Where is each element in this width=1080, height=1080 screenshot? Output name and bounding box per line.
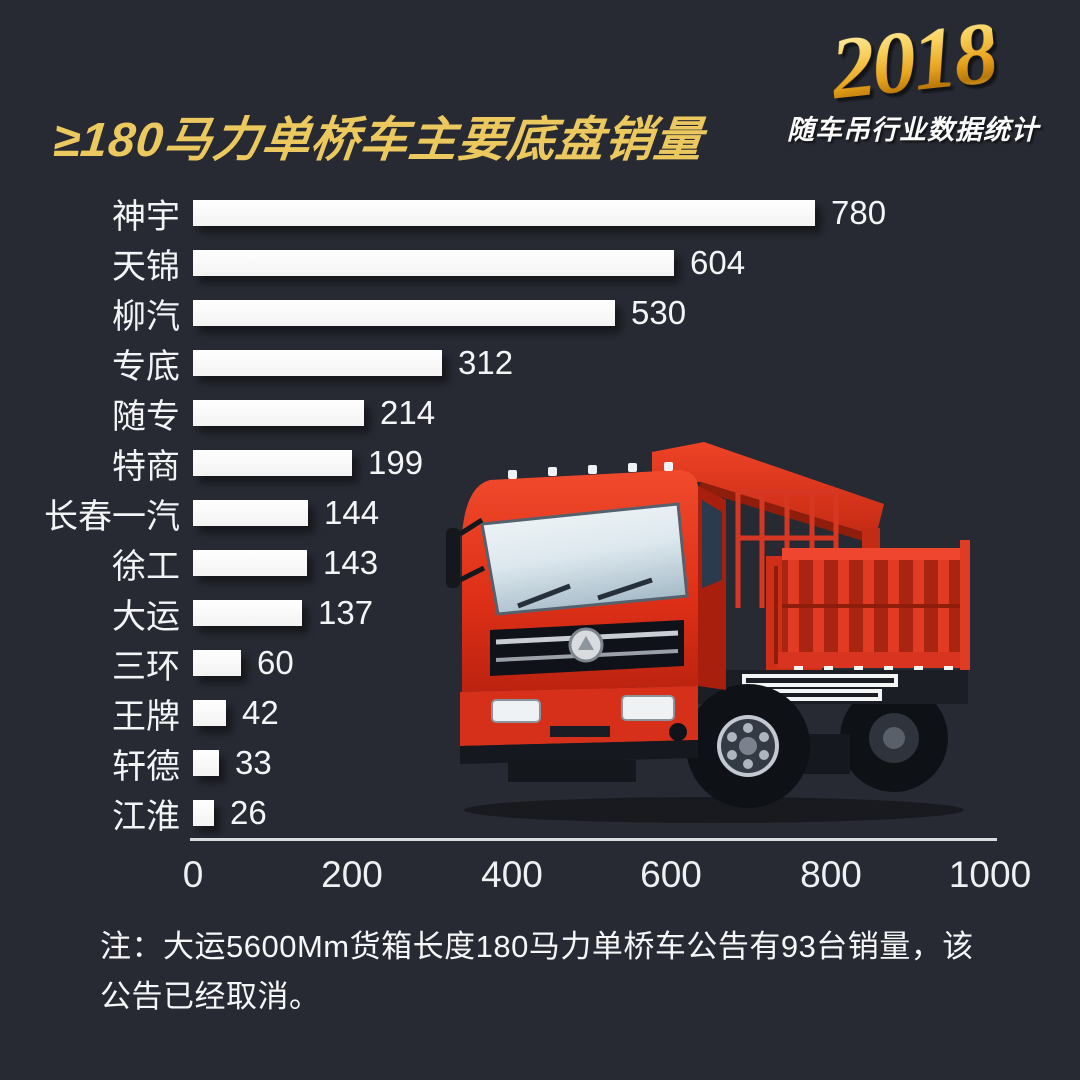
bar-row: 徐工 143 (40, 538, 1040, 588)
value-label: 780 (831, 194, 887, 231)
bar (193, 300, 615, 326)
x-axis-ticks: 0 200 400 600 800 1000 (40, 854, 1040, 900)
value-label: 60 (257, 644, 294, 681)
bar-row: 大运 137 (40, 588, 1040, 638)
bar-row: 长春一汽 144 (40, 488, 1040, 538)
bar-row: 三环 60 (40, 638, 1040, 688)
value-label: 137 (318, 594, 374, 631)
bar (193, 350, 442, 376)
category-label: 王牌 (112, 697, 180, 736)
category-label: 徐工 (112, 547, 180, 586)
bar (193, 600, 302, 626)
badge-subtitle: 随车吊行业数据统计 (787, 115, 1039, 145)
bar-row: 江淮 26 (40, 788, 1040, 838)
year-badge: 2018 随车吊行业数据统计 (778, 5, 1048, 147)
bar-row: 轩德 33 (40, 738, 1040, 788)
value-label: 199 (368, 444, 424, 481)
category-label: 特商 (112, 447, 180, 486)
bar (193, 450, 352, 476)
bar (193, 200, 815, 226)
bar (193, 400, 364, 426)
category-label: 随专 (112, 397, 180, 436)
category-label: 专底 (112, 347, 180, 386)
footnote: 注：大运5600Mm货箱长度180马力单桥车公告有93台销量，该公告已经取消。 (100, 929, 974, 1014)
value-label: 26 (230, 794, 267, 831)
value-label: 144 (324, 494, 380, 531)
bar (193, 700, 226, 726)
category-label: 神宇 (112, 197, 180, 236)
value-label: 604 (690, 244, 746, 281)
bar (193, 500, 308, 526)
bar (193, 250, 674, 276)
page-title: ≥180马力单桥车主要底盘销量 (50, 114, 706, 167)
bar (193, 550, 307, 576)
x-axis-tick-label: 1000 (948, 854, 1032, 895)
value-label: 33 (235, 744, 272, 781)
red-crane-truck-illustration (446, 442, 970, 823)
bar-row: 专底 312 (40, 338, 1040, 388)
value-label: 214 (380, 394, 436, 431)
badge-year-2018: 2018 (826, 4, 1000, 119)
x-axis-tick-label: 800 (800, 854, 862, 895)
bar-row: 柳汽 530 (40, 288, 1040, 338)
category-label: 柳汽 (112, 297, 180, 336)
x-axis-line (190, 838, 997, 841)
bar-row: 特商 199 (40, 438, 1040, 488)
category-label: 轩德 (112, 747, 180, 786)
value-label: 42 (242, 694, 279, 731)
bar-row: 随专 214 (40, 388, 1040, 438)
bar-chart: 神宇 780 天锦 604 柳汽 530 专底 312 随专 214 特商 199 长春一汽 144 徐工 1… (40, 188, 1040, 895)
category-label: 天锦 (112, 247, 180, 286)
bar (193, 650, 241, 676)
category-label: 江淮 (112, 797, 180, 836)
bar-rows: 神宇 780 天锦 604 柳汽 530 专底 312 随专 214 特商 199 长春一汽 144 徐工 1… (40, 188, 1040, 838)
category-label: 大运 (112, 597, 180, 636)
value-label: 312 (458, 344, 514, 381)
bar-row: 神宇 780 (40, 188, 1040, 238)
value-label: 530 (631, 294, 687, 331)
bar-row: 王牌 42 (40, 688, 1040, 738)
value-label: 143 (323, 544, 379, 581)
bar (193, 800, 214, 826)
bar (193, 750, 219, 776)
x-axis-tick-label: 400 (481, 854, 543, 895)
category-label: 长春一汽 (44, 497, 180, 536)
x-axis-tick-label: 200 (321, 854, 383, 895)
bar-row: 天锦 604 (40, 238, 1040, 288)
category-label: 三环 (112, 647, 180, 686)
x-axis-tick-label: 0 (182, 854, 204, 895)
x-axis-tick-label: 600 (640, 854, 702, 895)
